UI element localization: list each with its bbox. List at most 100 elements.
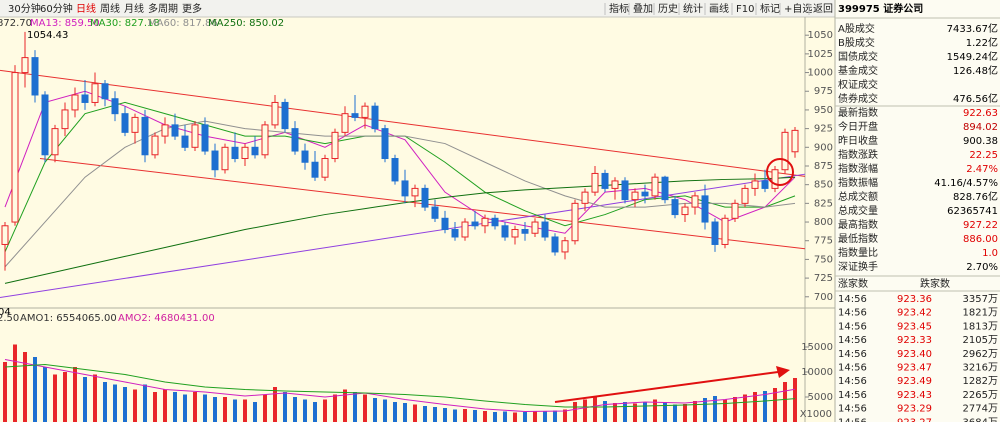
- candle-body: [271, 101, 279, 126]
- stat-value: 900.38: [963, 136, 998, 147]
- legend-entry: MA13: 859.50: [30, 18, 100, 29]
- volume-bar: [173, 392, 177, 422]
- tool-button[interactable]: 画线: [709, 2, 729, 15]
- volume-bar: [253, 402, 257, 422]
- candle-body: [721, 217, 729, 245]
- volume-bar: [73, 367, 77, 422]
- y-tick-label: 950: [814, 105, 833, 116]
- ma-line: [4, 90, 796, 234]
- volume-bar: [343, 389, 347, 422]
- trendline: [0, 69, 806, 177]
- tool-button[interactable]: +自选: [784, 2, 812, 15]
- volume-bar: [363, 394, 367, 422]
- candle-body: [551, 236, 559, 253]
- tool-button[interactable]: 叠加: [633, 3, 653, 15]
- volume-bar: [203, 394, 207, 422]
- peak-label: 1054.43: [27, 30, 68, 41]
- trade-price: 923.27: [897, 417, 932, 422]
- y-tick-label: 15000: [801, 342, 833, 353]
- candle-body: [621, 180, 629, 201]
- volume-bar: [453, 409, 457, 422]
- candle-body: [681, 206, 689, 216]
- candle-body: [61, 109, 69, 130]
- trade-time: 14:56: [838, 349, 867, 360]
- period-tab[interactable]: 周线: [100, 2, 120, 15]
- candle-body: [31, 57, 39, 96]
- trade-price: 923.33: [897, 335, 932, 346]
- volume-bar: [283, 392, 287, 422]
- y-tick-label: 875: [814, 161, 833, 172]
- tool-button[interactable]: F10: [736, 4, 754, 15]
- legend-entry: MA30: 827.18: [90, 18, 160, 29]
- candle-body: [441, 217, 449, 231]
- candle-body: [731, 202, 739, 219]
- candle-body: [391, 158, 399, 182]
- candle-body: [21, 57, 29, 74]
- candle-body: [231, 146, 239, 160]
- arrow-line: [554, 371, 779, 403]
- trade-time: 14:56: [838, 390, 867, 401]
- candle-body: [561, 240, 569, 253]
- volume-bar: [593, 397, 597, 422]
- tool-button[interactable]: 统计: [683, 2, 703, 15]
- period-tab[interactable]: 月线: [124, 2, 144, 15]
- trade-time: 14:56: [838, 376, 867, 387]
- trade-volume: 2265万: [963, 390, 998, 401]
- trade-price: 923.42: [897, 308, 932, 319]
- candle-body: [711, 221, 719, 245]
- y-tick-label: 775: [814, 236, 833, 247]
- candle-body: [51, 128, 59, 156]
- candle-body: [641, 191, 649, 197]
- trade-time: 14:56: [838, 321, 867, 332]
- y-tick-label: 850: [814, 180, 833, 191]
- stat-value: 1.22亿: [966, 36, 998, 49]
- period-tab[interactable]: 日线: [76, 2, 96, 15]
- candle-body: [741, 187, 749, 204]
- legend-entry: 2.50: [0, 313, 19, 324]
- marks: [0, 31, 806, 422]
- y-tick-label: 800: [814, 217, 833, 228]
- legend-entry: 872.70: [0, 18, 32, 29]
- period-tab[interactable]: 更多: [182, 2, 202, 15]
- candle-body: [501, 225, 509, 238]
- trade-price: 923.45: [897, 321, 932, 332]
- candle-body: [191, 124, 199, 148]
- candle-body: [491, 217, 499, 227]
- candle-body: [221, 146, 229, 171]
- candle-body: [291, 128, 299, 152]
- candle-body: [771, 169, 779, 189]
- y-tick-label: 925: [814, 124, 833, 135]
- period-tab[interactable]: 60分钟: [40, 2, 73, 15]
- stat-label: 最低指数: [838, 232, 878, 245]
- tool-button[interactable]: 返回: [813, 3, 833, 15]
- candle-body: [361, 105, 369, 118]
- volume-bar: [33, 357, 37, 422]
- volume-bar: [563, 409, 567, 422]
- candle-body: [101, 83, 109, 100]
- trade-volume: 3216万: [963, 363, 998, 374]
- volume-bar: [83, 377, 87, 422]
- stat-label: 最新指数: [838, 106, 878, 119]
- volume-bar: [543, 411, 547, 422]
- volume-bar: [333, 394, 337, 422]
- tool-button[interactable]: 标记: [760, 3, 780, 15]
- volume-bar: [733, 397, 737, 422]
- trade-volume: 2962万: [963, 349, 998, 360]
- volume-bar: [323, 399, 327, 422]
- period-tab[interactable]: 多周期: [148, 2, 178, 15]
- tool-button[interactable]: 历史: [658, 3, 678, 15]
- right-panel-bg: [835, 0, 1000, 422]
- trade-volume: 3684万: [963, 417, 998, 422]
- period-tab[interactable]: 30分钟: [8, 2, 41, 15]
- candle-body: [661, 176, 669, 201]
- candle-body: [211, 150, 219, 171]
- candle-body: [781, 131, 789, 171]
- trade-price: 923.40: [897, 349, 932, 360]
- volume-bar: [483, 411, 487, 422]
- stat-label: 权证成交: [838, 78, 878, 91]
- stat-value: 1549.24亿: [947, 50, 998, 63]
- tool-button[interactable]: 指标: [609, 2, 629, 15]
- stat-value: 922.63: [963, 108, 998, 119]
- candle-body: [511, 229, 519, 238]
